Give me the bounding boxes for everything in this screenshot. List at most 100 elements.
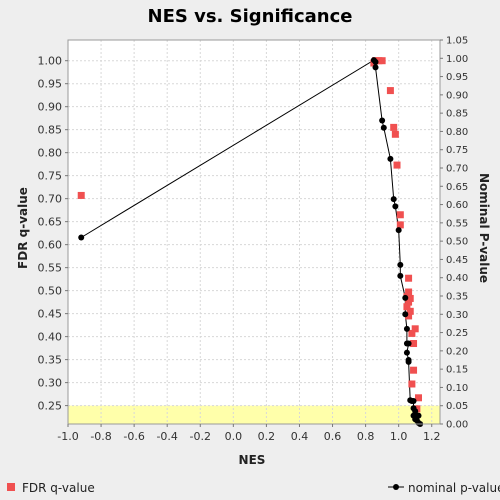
nominal-p-value-point	[392, 203, 399, 210]
y2-tick-label: 0.35	[446, 292, 468, 303]
y2-tick-label: 0.50	[446, 237, 468, 248]
y-tick-label: 0.60	[38, 239, 63, 252]
y2-tick-label: 0.05	[446, 401, 468, 412]
y2-tick-label: 0.95	[446, 72, 468, 83]
nominal-p-value-point	[387, 155, 394, 162]
chart-title: NES vs. Significance	[148, 6, 353, 27]
significance-band	[68, 405, 440, 424]
fdr-q-value-point	[393, 161, 401, 169]
x-tick-label: -0.8	[90, 430, 111, 443]
y2-tick-label: 0.65	[446, 182, 468, 193]
x-tick-label: 0.4	[291, 430, 309, 443]
y-tick-label: 0.95	[38, 78, 63, 91]
fdr-q-value-point	[396, 221, 404, 229]
nominal-p-value-point	[405, 358, 412, 365]
fdr-q-value-point	[403, 303, 411, 311]
nominal-p-value-point	[403, 325, 410, 332]
nominal-p-value-point	[372, 64, 379, 71]
y2-tick-label: 0.45	[446, 255, 468, 266]
y2-tick-label: 0.70	[446, 164, 468, 175]
y2-axis-label: Nominal P-value	[477, 173, 491, 283]
fdr-q-value-point	[411, 325, 419, 333]
fdr-q-value-point	[405, 312, 413, 320]
legend-label-nominal: nominal p-value	[408, 481, 500, 495]
x-tick-label: 0.2	[258, 430, 276, 443]
y2-tick-label: 0.55	[446, 218, 468, 229]
fdr-q-value-point	[408, 380, 416, 388]
legend-marker-fdr	[7, 483, 15, 491]
fdr-q-value-point	[391, 130, 399, 138]
x-tick-label: -1.0	[57, 430, 78, 443]
fdr-q-value-point	[410, 366, 418, 374]
y2-tick-label: 0.30	[446, 310, 468, 321]
y2-tick-label: 0.80	[446, 127, 468, 138]
fdr-q-value-point	[386, 87, 394, 95]
nominal-p-value-point	[380, 124, 387, 131]
nominal-p-value-point	[390, 196, 397, 203]
nominal-p-value-point	[379, 117, 386, 124]
nominal-p-value-point	[372, 58, 379, 65]
x-tick-label: 0.0	[225, 430, 243, 443]
fdr-q-value-point	[406, 294, 414, 302]
y-tick-label: 0.55	[38, 262, 63, 275]
y-tick-label: 0.45	[38, 308, 63, 321]
y2-tick-label: 0.85	[446, 109, 468, 120]
nominal-p-value-point	[410, 397, 417, 404]
x-tick-label: 1.0	[390, 430, 408, 443]
fdr-q-value-point	[408, 329, 416, 337]
y2-tick-label: 0.00	[446, 420, 468, 431]
x-tick-label: -0.4	[156, 430, 177, 443]
y-tick-label: 0.40	[38, 331, 63, 344]
fdr-q-value-point	[396, 211, 404, 219]
x-axis-label: NES	[239, 453, 266, 467]
y-tick-label: 0.70	[38, 193, 63, 206]
y-tick-label: 0.85	[38, 124, 63, 137]
nominal-p-value-point	[405, 340, 412, 347]
y-tick-label: 0.30	[38, 377, 63, 390]
y-tick-label: 0.75	[38, 170, 63, 183]
y2-tick-label: 0.15	[446, 365, 468, 376]
x-tick-label: 0.6	[324, 430, 342, 443]
y2-tick-label: 0.10	[446, 383, 468, 394]
fdr-q-value-point	[390, 123, 398, 131]
y2-tick-label: 1.05	[446, 36, 468, 47]
y-tick-label: 0.65	[38, 216, 63, 229]
legend-marker-nominal	[393, 484, 399, 490]
fdr-q-value-point	[405, 274, 413, 282]
nominal-p-value-point	[402, 311, 409, 318]
nominal-p-value-point	[397, 272, 404, 279]
x-tick-label: 1.2	[423, 430, 441, 443]
y-tick-label: 0.50	[38, 285, 63, 298]
nominal-p-value-point	[403, 349, 410, 356]
y2-tick-label: 0.60	[446, 200, 468, 211]
y-tick-label: 0.25	[38, 400, 63, 413]
plot-border	[67, 39, 441, 425]
fdr-q-value-point	[410, 340, 418, 348]
fdr-q-value-point	[405, 298, 413, 306]
y2-tick-label: 0.20	[446, 346, 468, 357]
nominal-p-value-point	[397, 261, 404, 268]
fdr-q-value-point	[415, 394, 423, 402]
fdr-q-value-point	[405, 288, 413, 296]
nominal-p-value-point	[402, 294, 409, 301]
y2-tick-label: 1.00	[446, 54, 468, 65]
plot-area	[68, 40, 440, 424]
y2-tick-label: 0.40	[446, 273, 468, 284]
fdr-q-value-point	[406, 307, 414, 315]
y-axis-label: FDR q-value	[16, 187, 30, 269]
fdr-q-value-point	[378, 57, 386, 65]
y2-tick-label: 0.75	[446, 145, 468, 156]
y-tick-label: 0.90	[38, 101, 63, 114]
y2-tick-label: 0.90	[446, 90, 468, 101]
y2-tick-label: 0.25	[446, 328, 468, 339]
y-tick-label: 0.35	[38, 354, 63, 367]
nominal-p-value-point	[395, 227, 402, 234]
x-tick-label: 0.8	[357, 430, 375, 443]
y-tick-label: 1.00	[38, 55, 63, 68]
legend-label-fdr: FDR q-value	[22, 481, 95, 495]
nominal-p-value-point	[78, 234, 85, 241]
y-tick-label: 0.80	[38, 147, 63, 160]
x-tick-label: -0.6	[123, 430, 144, 443]
fdr-q-value-point	[77, 191, 85, 199]
